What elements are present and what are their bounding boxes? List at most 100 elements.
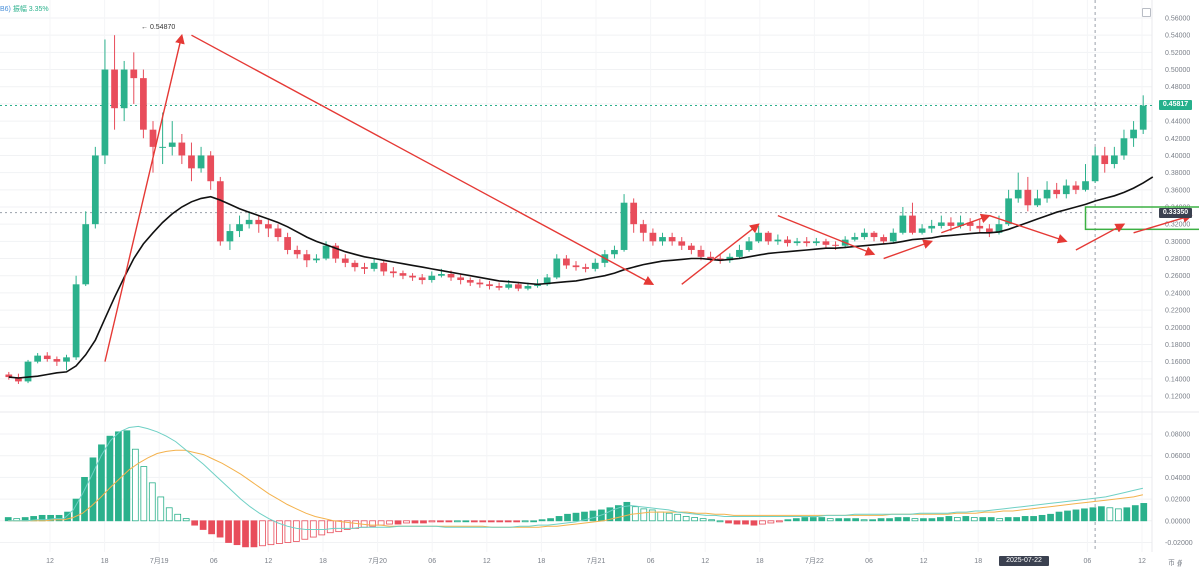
macd-histogram-bar [1098,506,1105,522]
macd-histogram-bar [89,457,97,522]
candle-body [620,202,628,250]
candle-body [178,142,186,156]
candle-body [466,280,474,283]
candle-body [341,258,349,263]
x-tick-label: 12 [1138,558,1146,565]
macd-histogram-bar [784,519,792,522]
candle-body [43,355,51,360]
candle-body [649,232,657,242]
candle-body [332,245,340,259]
y-tick-label: 0.38000 [1165,170,1190,177]
macd-histogram-bar [547,518,554,522]
macd-histogram-bar [767,520,775,524]
macd-histogram-bar [530,520,537,523]
macd-histogram-bar [106,435,114,522]
macd-histogram-bar [589,510,597,522]
candle-body [120,69,128,109]
macd-histogram-bar [945,516,953,522]
candle-body [966,222,974,226]
candle-body [34,355,42,362]
candle-body [159,146,166,148]
x-tick-label: 18 [101,558,109,565]
macd-histogram-bar [1131,505,1139,522]
macd-histogram-bar [928,518,936,522]
candle-body [486,284,493,287]
candle-body [1091,155,1099,182]
candle-body [745,241,753,250]
macd-histogram-bar [987,517,995,522]
macd-histogram-bar [564,513,571,522]
macd-histogram-bar [801,517,809,522]
y-tick-label: 0.26000 [1165,273,1190,280]
peak-price-label: ← 0.54870 [141,24,176,31]
candle-body [1101,155,1109,165]
macd-histogram-bar [123,430,131,522]
candle-body [1034,198,1041,206]
candle-body [91,155,99,225]
candle-body [870,232,878,238]
candle-body [880,237,887,242]
candle-body [457,277,465,281]
macd-histogram-bar [572,512,580,522]
y-tick-label: 0.36000 [1165,187,1190,194]
macd-histogram-bar [462,520,470,523]
candle-body [716,258,724,261]
candle-body [774,239,782,242]
macd-histogram-bar [970,517,978,522]
candle-body [82,224,90,285]
macd-histogram-bar [818,517,826,522]
y-tick-label: 0.50000 [1165,67,1190,74]
macd-histogram-bar [674,513,682,522]
macd-y-tick-label: -0.02000 [1165,540,1193,547]
macd-histogram-bar [657,511,665,522]
y-tick-label: 0.28000 [1165,256,1190,263]
trend-arrow [681,223,760,285]
candle-body [937,222,945,226]
candle-body [399,273,407,276]
x-tick-label: 7月20 [368,557,387,565]
macd-histogram-bar [699,518,707,522]
candle-body [505,284,513,288]
candle-body [889,232,897,242]
macd-histogram-bar [326,520,334,534]
candle-body [207,155,215,182]
macd-y-tick-label: 0.06000 [1165,453,1190,460]
y-tick-label: 0.14000 [1165,376,1190,383]
macd-histogram-bar [233,520,241,546]
candle-body [639,224,647,233]
macd-histogram-bar [1106,507,1114,522]
macd-histogram-bar [1055,511,1063,522]
x-tick-label: 06 [428,558,436,565]
candle-body [822,241,830,245]
macd-histogram-bar [174,513,182,522]
candle-body [563,258,570,266]
x-tick-label: 12 [920,558,928,565]
candle-body [764,232,772,242]
candle-body [832,244,839,246]
macd-histogram-bar [115,431,122,522]
x-tick-label: 18 [756,558,764,565]
macd-dif-line [8,425,1144,530]
candle-body [293,249,301,255]
macd-histogram-bar [742,520,749,525]
fullscreen-icon[interactable] [1142,8,1151,17]
macd-histogram-bar [555,516,563,522]
macd-histogram-bar [953,517,961,522]
macd-histogram-bar [335,520,343,533]
candle-body [245,219,253,225]
candle-body [197,155,205,169]
x-tick-label: 18 [538,558,546,565]
macd-histogram-bar [826,518,834,522]
macd-y-tick-label: 0.08000 [1165,432,1190,439]
macd-histogram-bar [1140,503,1148,522]
candle-body [216,181,224,242]
macd-histogram-bar [877,518,885,522]
candle-body [976,225,984,229]
candle-body [53,359,61,362]
macd-histogram-bar [623,501,631,522]
candle-body [428,275,436,281]
macd-histogram-bar [1021,516,1029,522]
y-tick-label: 0.44000 [1165,119,1190,126]
macd-histogram-bar [242,520,249,548]
